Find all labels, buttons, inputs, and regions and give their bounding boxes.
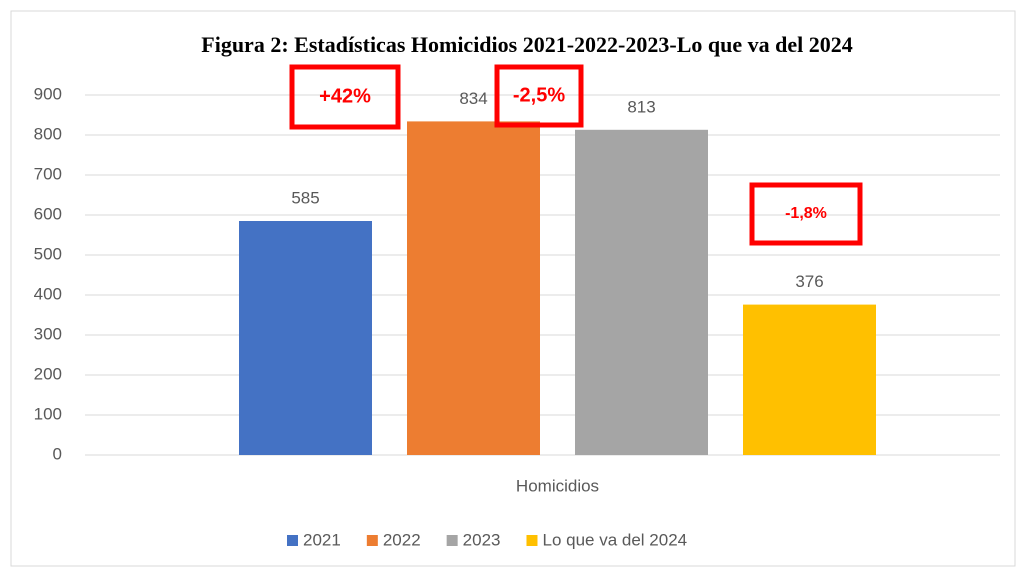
annotation: -1,8% (785, 205, 827, 222)
y-tick-label: 200 (34, 364, 62, 383)
bar (743, 304, 876, 455)
chart-title: Figura 2: Estadísticas Homicidios 2021-2… (201, 32, 852, 57)
annotation: -2,5% (513, 84, 565, 106)
legend-label: Lo que va del 2024 (542, 530, 687, 549)
y-tick-label: 300 (34, 324, 62, 343)
value-label: 376 (795, 272, 823, 291)
bar (239, 221, 372, 455)
legend-swatch (526, 535, 538, 546)
x-tick-label: Homicidios (516, 476, 599, 495)
y-tick-label: 600 (34, 204, 62, 223)
annotation-box (494, 64, 584, 128)
bar (407, 121, 540, 456)
value-label: 813 (627, 97, 655, 116)
legend-swatch (366, 535, 378, 546)
value-label: 585 (291, 188, 319, 207)
y-tick-label: 800 (34, 124, 62, 143)
legend-swatch (446, 535, 458, 546)
value-label: 834 (459, 89, 487, 108)
y-tick-label: 0 (53, 444, 62, 463)
annotation: +42% (319, 85, 371, 107)
bar (575, 129, 708, 456)
y-tick-label: 100 (34, 404, 62, 423)
y-tick-label: 900 (34, 84, 62, 103)
annotation-box (749, 182, 863, 246)
annotation-box (289, 64, 401, 130)
y-tick-label: 400 (34, 284, 62, 303)
legend-swatch (287, 535, 298, 546)
legend-label: 2022 (383, 530, 421, 549)
legend-label: 2023 (463, 530, 501, 549)
legend-label: 2021 (303, 530, 341, 549)
y-tick-label: 700 (34, 164, 62, 183)
y-tick-label: 500 (34, 244, 62, 263)
